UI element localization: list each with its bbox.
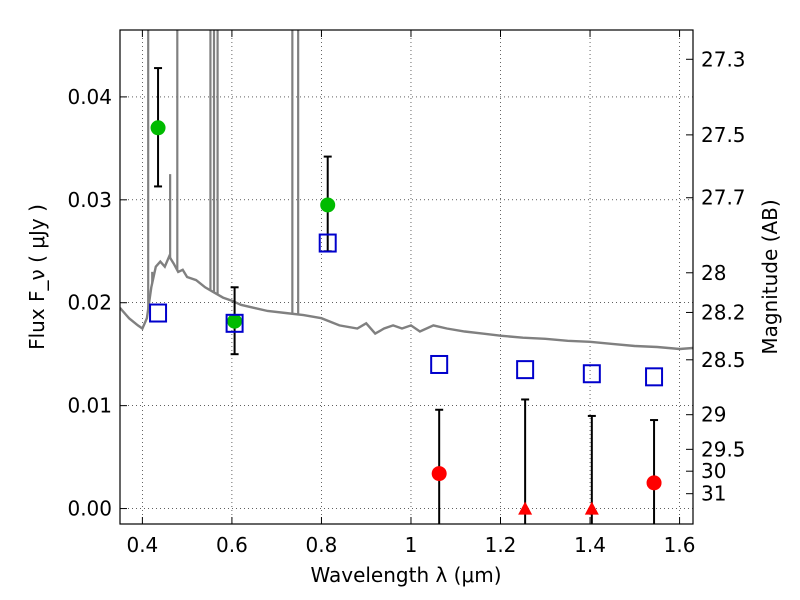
x-axis-title: Wavelength λ (μm) bbox=[310, 563, 501, 587]
axis-ticks: 0.4 0.6 0.8 1 1.2 1.4 1.6 0.00 0.01 0.02 0.03 0.04 2… bbox=[67, 30, 746, 557]
upper-limit-point bbox=[518, 501, 533, 515]
y2-tick-label: 28.2 bbox=[701, 300, 746, 324]
y-axis-title: Flux F_ν ( μJy ) bbox=[25, 204, 49, 350]
model-photometry-point bbox=[516, 360, 535, 380]
photometry-point bbox=[431, 466, 447, 482]
model-photometry-point bbox=[582, 364, 601, 384]
y2-tick-label: 29 bbox=[701, 403, 726, 427]
y2-axis-title: Magnitude (AB) bbox=[758, 199, 782, 354]
y2-tick-label: 29.5 bbox=[701, 437, 746, 461]
model-photometry-point bbox=[318, 233, 337, 253]
template-spectrum bbox=[120, 253, 693, 351]
plot-area bbox=[120, 30, 693, 524]
y-tick-label: 0.03 bbox=[67, 188, 112, 212]
x-tick-label: 0.8 bbox=[306, 533, 338, 557]
photometry-point bbox=[227, 313, 243, 329]
model-photometry-point bbox=[149, 303, 168, 323]
model-photometry-point bbox=[225, 313, 244, 333]
y2-tick-label: 31 bbox=[701, 482, 726, 506]
photometry-point bbox=[320, 197, 336, 213]
photometry-point bbox=[150, 120, 166, 136]
y2-tick-label: 27.3 bbox=[701, 47, 746, 71]
x-tick-label: 0.6 bbox=[216, 533, 248, 557]
x-tick-label: 1.4 bbox=[574, 533, 606, 557]
model-photometry-point bbox=[430, 354, 449, 374]
y2-tick-label: 27.5 bbox=[701, 123, 746, 147]
photometry-point bbox=[646, 475, 662, 491]
x-tick-label: 0.4 bbox=[126, 533, 158, 557]
upper-limit-point bbox=[584, 501, 599, 515]
y-tick-label: 0.04 bbox=[67, 85, 112, 109]
y-tick-label: 0.02 bbox=[67, 291, 112, 315]
y-tick-label: 0.01 bbox=[67, 394, 112, 418]
y2-tick-label: 28 bbox=[701, 261, 726, 285]
x-tick-label: 1.2 bbox=[485, 533, 517, 557]
x-tick-label: 1.6 bbox=[664, 533, 696, 557]
y2-tick-label: 28.5 bbox=[701, 348, 746, 372]
x-tick-label: 1 bbox=[405, 533, 418, 557]
model-photometry-point bbox=[645, 367, 664, 387]
plot-frame bbox=[119, 29, 694, 525]
y-tick-label: 0.00 bbox=[67, 497, 112, 521]
plot-background bbox=[120, 30, 693, 524]
y2-tick-label: 30 bbox=[701, 459, 726, 483]
y2-tick-label: 27.7 bbox=[701, 186, 746, 210]
